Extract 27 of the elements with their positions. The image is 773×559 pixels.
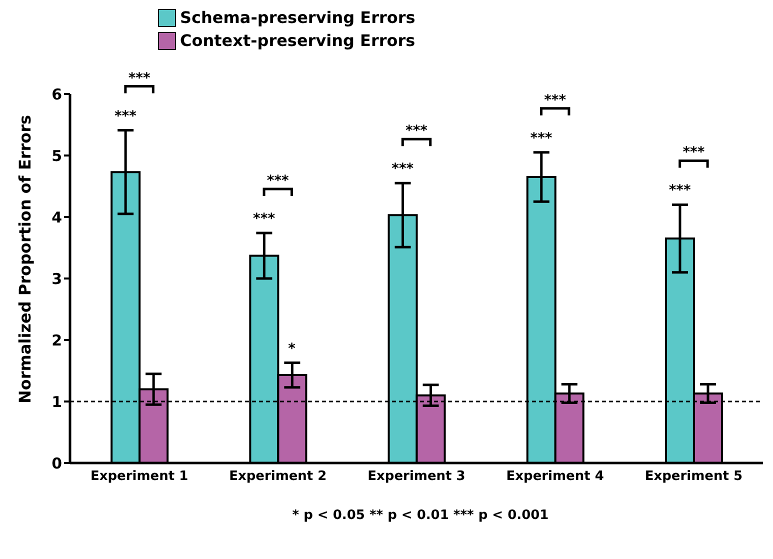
x-tick-label: Experiment 3 (368, 469, 466, 484)
y-tick-label: 0 (52, 454, 62, 472)
annotation: *** (392, 161, 414, 178)
legend-label: Schema-preserving Errors (180, 8, 416, 27)
annotation: *** (682, 144, 706, 161)
text: *** (128, 70, 151, 86)
y-tick-label: 2 (52, 331, 62, 350)
annotation: *** (266, 172, 290, 189)
annotation: *** (544, 92, 567, 108)
y-tick-label: 1 (52, 392, 62, 411)
y-tick-label: 5 (52, 146, 62, 165)
annotation: *** (253, 210, 276, 227)
y-tick-label: 3 (52, 270, 62, 288)
x-tick-label: Experiment 1 (90, 469, 188, 484)
y-tick-label: 6 (52, 85, 62, 104)
x-tick-label: Experiment 5 (644, 469, 743, 484)
legend-label: Context-preserving Errors (180, 31, 416, 50)
annotation: *** (114, 108, 138, 124)
y-axis-title: Normalized Proportion of Errors (16, 114, 35, 404)
y-tick-label: 4 (52, 208, 62, 226)
x-tick-label: Experiment 4 (506, 469, 604, 484)
text: * p < 0.05 ** p < 0.01 *** p < 0.001 (291, 508, 550, 523)
annotation: *** (530, 130, 553, 146)
x-tick-label: Experiment 2 (229, 469, 327, 484)
annotation: * (288, 340, 296, 357)
annotation: *** (668, 182, 692, 199)
annotation: *** (406, 123, 428, 140)
